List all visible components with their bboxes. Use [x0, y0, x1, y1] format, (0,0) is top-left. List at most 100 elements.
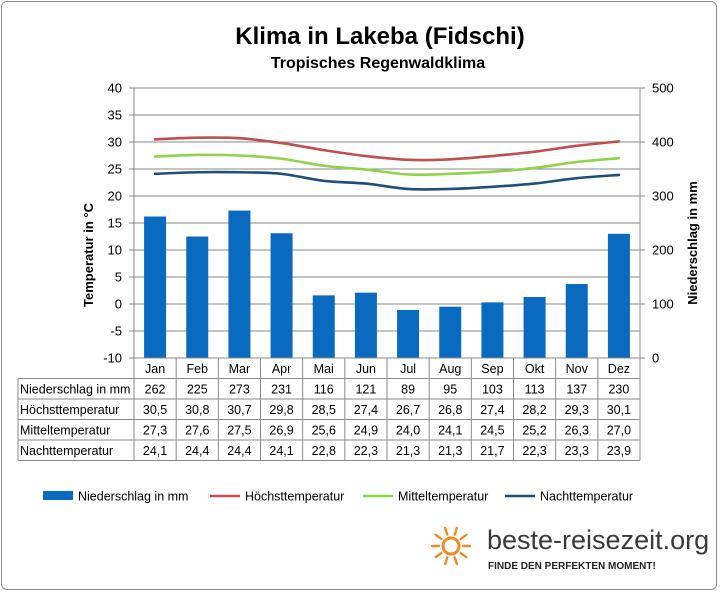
- chart-title: Klima in Lakeba (Fidschi): [235, 23, 524, 50]
- precipitation-bar: [144, 216, 167, 358]
- sun-ray: [434, 551, 443, 559]
- month-label: Jul: [400, 362, 416, 376]
- table-cell: 30,7: [227, 403, 251, 417]
- y-tick-label: 25: [108, 162, 122, 177]
- table-cell: 28,2: [522, 403, 546, 417]
- sun-ray: [459, 533, 468, 541]
- y2-tick-label: 100: [652, 297, 674, 312]
- table-cell: 25,6: [312, 424, 336, 438]
- y-tick-label: 15: [108, 216, 122, 231]
- table-cell: 27,6: [185, 424, 209, 438]
- legend: Niederschlag in mm Höchsttemperatur Mittel…: [43, 490, 633, 504]
- sun-icon: [430, 526, 472, 566]
- month-label: Feb: [186, 362, 208, 376]
- month-label: Jun: [356, 362, 376, 376]
- precipitation-bars: [144, 210, 630, 358]
- sun-ray: [443, 556, 449, 566]
- table-cell: 116: [314, 383, 334, 397]
- left-axis-ticks: -10 -5 0 5 10 15 20 25 30 35 40: [103, 81, 134, 366]
- table-cell: 24,1: [438, 424, 462, 438]
- y-tick-label: -5: [110, 324, 122, 339]
- table-cell: 27,4: [480, 403, 504, 417]
- precipitation-bar: [186, 236, 209, 358]
- right-axis-ticks: 0 100 200 300 400 500: [640, 81, 674, 366]
- y2-tick-label: 500: [652, 81, 674, 96]
- temperature-line: [153, 153, 621, 176]
- precipitation-bar: [228, 210, 251, 358]
- table-row-label: Niederschlag in mm: [20, 383, 130, 397]
- month-label: Aug: [439, 362, 461, 376]
- table-cell: 24,4: [185, 444, 209, 458]
- sun-ray: [434, 533, 443, 541]
- table-cell: 103: [482, 383, 503, 397]
- table-cell: 25,2: [522, 424, 546, 438]
- table-cell: 26,9: [269, 424, 293, 438]
- table-cell: 22,8: [312, 444, 336, 458]
- table-cell: 225: [187, 383, 208, 397]
- sun-core: [441, 536, 461, 556]
- data-table: Jan Feb Mar Apr Mai Jun Jul Aug Sep Okt Nov Dez Nied…: [17, 357, 641, 461]
- table-cell: 27,4: [354, 403, 378, 417]
- precipitation-bar: [481, 302, 504, 358]
- precipitation-bar: [439, 306, 462, 358]
- brand-tagline: FINDE DEN PERFEKTEN MOMENT!: [488, 561, 656, 572]
- y2-tick-label: 0: [652, 351, 659, 366]
- brand-logo: beste-reisezeit.org FINDE DEN PERFEKTEN …: [430, 525, 709, 572]
- table-cell: 231: [271, 383, 292, 397]
- precipitation-bar: [270, 233, 293, 358]
- precipitation-bar: [312, 295, 335, 358]
- table-cell: 29,8: [269, 403, 293, 417]
- legend-label: Höchsttemperatur: [245, 490, 344, 504]
- y2-tick-label: 400: [652, 135, 674, 150]
- month-label: Mar: [229, 362, 251, 376]
- table-cell: 273: [229, 383, 250, 397]
- y-tick-label: 10: [108, 243, 122, 258]
- y-axis-title: Temperatur in °C: [81, 202, 96, 307]
- y-tick-label: -10: [103, 351, 122, 366]
- legend-swatch: [43, 491, 73, 500]
- table-cell: 30,8: [185, 403, 209, 417]
- table-cell: 23,9: [607, 444, 631, 458]
- table-cell: 26,7: [396, 403, 420, 417]
- table-cell: 137: [566, 383, 587, 397]
- table-cell: 113: [525, 383, 545, 397]
- table-cell: 262: [145, 383, 166, 397]
- table-cell: 28,5: [312, 403, 336, 417]
- table-cell: 24,1: [143, 444, 167, 458]
- temperature-line: [153, 136, 621, 162]
- legend-label: Niederschlag in mm: [78, 490, 188, 504]
- legend-label: Nachttemperatur: [540, 490, 633, 504]
- table-cell: 30,5: [143, 403, 167, 417]
- temperature-line: [153, 170, 621, 191]
- sun-ray: [453, 526, 459, 536]
- legend-label: Mitteltemperatur: [398, 490, 488, 504]
- table-cell: 230: [608, 383, 629, 397]
- gridlines: [134, 87, 640, 359]
- y2-tick-label: 200: [652, 243, 674, 258]
- month-label: Sep: [481, 362, 503, 376]
- sun-ray: [443, 526, 449, 536]
- table-cell: 95: [443, 383, 457, 397]
- y-tick-label: 35: [108, 108, 122, 123]
- table-cell: 27,3: [143, 424, 167, 438]
- month-label: Apr: [272, 362, 291, 376]
- table-cell: 27,5: [227, 424, 251, 438]
- table-cell: 23,3: [565, 444, 589, 458]
- brand-name: beste-reisezeit.org: [487, 525, 709, 555]
- table-cell: 89: [401, 383, 415, 397]
- table-cell: 121: [355, 383, 376, 397]
- precipitation-bar: [354, 292, 377, 358]
- table-cell: 24,4: [227, 444, 251, 458]
- month-label: Dez: [608, 362, 630, 376]
- y-tick-label: 0: [115, 297, 122, 312]
- table-cell: 30,1: [607, 403, 631, 417]
- table-cell: 24,9: [354, 424, 378, 438]
- table-cell: 22,3: [354, 444, 378, 458]
- precipitation-bar: [523, 296, 546, 358]
- y-tick-label: 30: [108, 135, 122, 150]
- table-cell: 21,7: [480, 444, 504, 458]
- month-label: Okt: [525, 362, 545, 376]
- table-cell: 26,3: [565, 424, 589, 438]
